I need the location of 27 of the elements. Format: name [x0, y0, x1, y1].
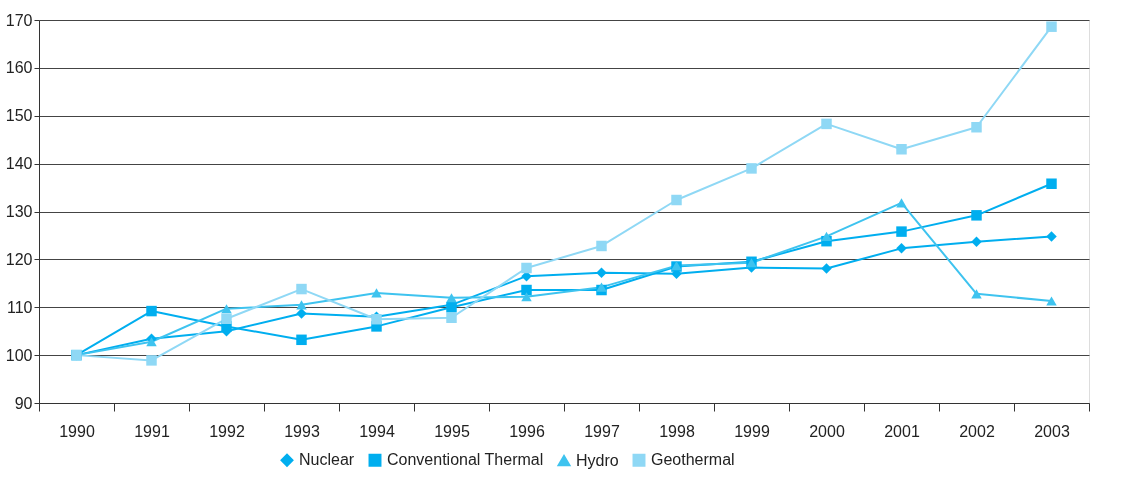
- y-tick-label: 150: [5, 107, 33, 125]
- y-tick-label: 90: [14, 394, 33, 412]
- x-tick-label: 1991: [134, 422, 170, 440]
- legend-label: Hydro: [576, 451, 619, 469]
- x-tick-label: 1999: [734, 422, 770, 440]
- x-tick-label: 1997: [584, 422, 620, 440]
- legend-label: Nuclear: [299, 451, 355, 469]
- x-tick-label: 1992: [209, 422, 245, 440]
- y-tick-label: 130: [5, 203, 33, 220]
- y-tick-label: 170: [5, 11, 33, 29]
- x-tick-label: 1995: [434, 422, 470, 440]
- y-tick-label: 140: [5, 155, 33, 173]
- y-tick-label: 110: [6, 298, 33, 316]
- x-tick-label: 1993: [284, 422, 320, 440]
- x-tick-label: 2002: [959, 422, 995, 440]
- y-tick-label: 120: [5, 250, 33, 268]
- x-tick-label: 2000: [809, 422, 845, 440]
- y-tick-label: 160: [5, 59, 33, 77]
- legend-label: Geothermal: [651, 451, 735, 469]
- y-tick-label: 100: [5, 346, 33, 364]
- x-tick-label: 1998: [659, 422, 695, 440]
- legend-label: Conventional Thermal: [387, 451, 544, 469]
- x-tick-label: 2003: [1034, 422, 1070, 440]
- x-tick-label: 1994: [359, 422, 395, 440]
- x-tick-label: 2001: [884, 422, 920, 440]
- x-tick-label: 1996: [509, 422, 545, 440]
- x-tick-label: 1990: [59, 422, 95, 440]
